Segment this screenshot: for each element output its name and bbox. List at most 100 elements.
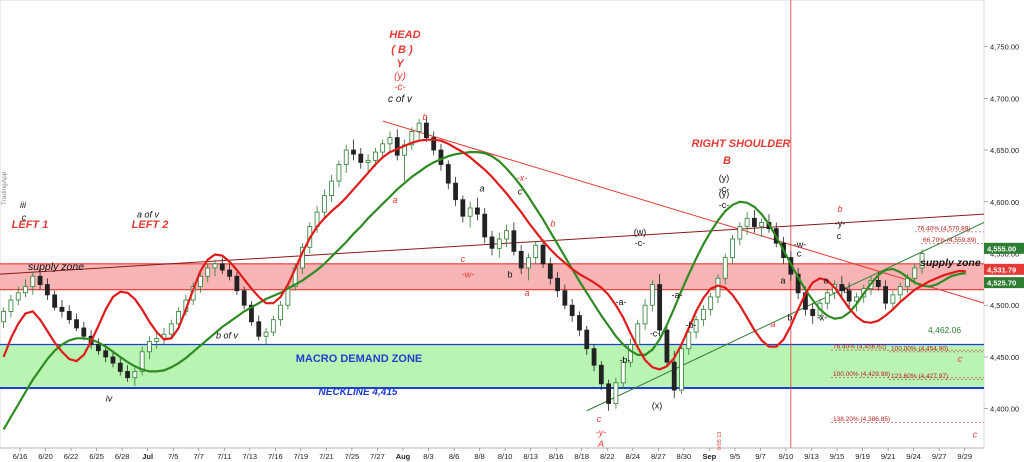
candle-body [66,311,72,321]
wave-count-label: (x) [652,401,663,411]
y-axis-tick-label: 4,400.00 [990,405,1019,414]
x-axis-tick-label: 6/25 [89,452,104,461]
y-axis-tick-label: 4,500.00 [990,301,1019,310]
x-axis-tick-label: 7/11 [217,452,231,461]
x-axis-tick-label: 8/6 [449,452,459,461]
wave-count-label: b [787,313,792,323]
head-c-of-v-label: c of v [388,94,413,105]
candle-body [329,180,335,196]
demand-value-label: 4,462.06 [928,325,961,335]
x-axis-tick-label: 6/16 [13,452,28,461]
candle-body [438,149,444,165]
wave-count-label: b [422,112,427,122]
candle-body [1,311,7,323]
x-axis-tick-label: 8/13 [523,452,538,461]
candle-body [81,327,87,337]
left-shoulder-1-label: LEFT 1 [12,219,49,231]
candle-body [52,294,58,308]
x-axis-tick-label: 9/15 [830,452,845,461]
fib-level-label: 66.70% (4,559.89) [923,237,976,244]
candle-body [606,383,612,404]
x-axis-tick-label: Sep [703,452,717,461]
candle-body [154,337,160,342]
wave-count-label: a [823,275,828,285]
candle-body [875,279,881,287]
candle-body [598,364,604,385]
x-axis-tick-label: 9/21 [881,452,896,461]
candle-body [569,304,575,316]
head-c-label: -c- [394,82,406,93]
macro-demand-zone-band [0,344,984,388]
right-shoulder-b-label: B [723,155,731,167]
x-axis-tick-label: 8/24 [625,452,640,461]
candle-body [854,296,859,302]
wave-count-label: -x- [817,313,828,323]
y-axis-tick-label: 4,750.00 [990,43,1019,52]
wave-count-label: a [524,288,529,298]
candle-body [117,362,123,372]
candle-body [416,122,422,132]
head-b-label: ( B ) [391,44,413,56]
candle-body [752,217,757,227]
x-axis-tick-label: 8/10 [498,452,513,461]
candle-body [883,286,888,304]
right-shoulder-c-label: -c- [719,184,730,194]
candle-body [132,371,138,379]
x-axis-tick-label: 8/3 [423,452,433,461]
candle-body [737,226,743,240]
candle-body [489,236,495,249]
wave-count-label: b [550,219,555,229]
candle-body [176,311,181,325]
x-axis-tick-label: 8/18 [574,452,589,461]
candle-body [846,290,852,302]
candle-body [642,304,648,325]
candle-body [518,251,524,269]
wave-count-label: iv [106,393,113,403]
y-axis-tick-label: 4,650.00 [990,146,1019,155]
x-axis-tick-label: 7/16 [268,452,283,461]
fib-level-label: 138.20% (4,386.85) [833,416,890,423]
candle-body [562,290,568,306]
x-axis-tick-label: 7/21 [319,452,334,461]
wave-count-label: -c- [650,328,661,338]
x-axis-tick-label: 7/5 [168,452,178,461]
wave-count-label: c [597,414,602,424]
candle-body [249,304,254,323]
x-axis-tick-label: 9/27 [932,452,947,461]
price-tag-box [984,277,1024,289]
candle-body [708,296,714,310]
wave-count-label: c [958,354,963,364]
candle-body [431,137,437,151]
candle-body [351,149,356,155]
wave-count-label: -b- [620,355,631,365]
x-axis: 6/16 6/20 6/22 6/25 6/28 Jul 7/5 7/7 7/11 7/13 7/1… [0,447,984,461]
y-axis-tick-label: 4,700.00 [990,94,1019,103]
fib-level-label: 123.60% (4,427.97) [891,373,948,380]
candle-body [730,238,735,259]
x-axis-tick-label: 7/13 [242,452,257,461]
x-axis-tick-label: 6/20 [38,452,53,461]
candle-body [671,361,677,391]
price-tag-label: 4,531.79 [987,265,1016,274]
head-y2-label: (y) [394,71,406,82]
supply-zone-band [0,263,984,290]
candle-body [693,319,699,333]
x-axis-tick-label: 6/28 [115,452,130,461]
wave-count-label: -y- [596,428,607,438]
candle-body [657,284,663,331]
candle-body [37,275,43,285]
red-downtrend-line [382,120,985,304]
fib-level-label: 76.40% (4,456.62) [833,344,886,351]
candle-body [256,321,262,337]
candle-body [59,306,65,312]
candle-body [103,350,109,358]
candle-body [44,284,50,296]
wave-count-label: a of v [137,209,160,219]
fib-level-label: 100.00% (4,429.98) [833,371,890,378]
candle-body [533,244,539,259]
candle-body [409,130,415,146]
x-axis-tick-label: 8/22 [600,452,615,461]
candle-body [628,344,633,363]
